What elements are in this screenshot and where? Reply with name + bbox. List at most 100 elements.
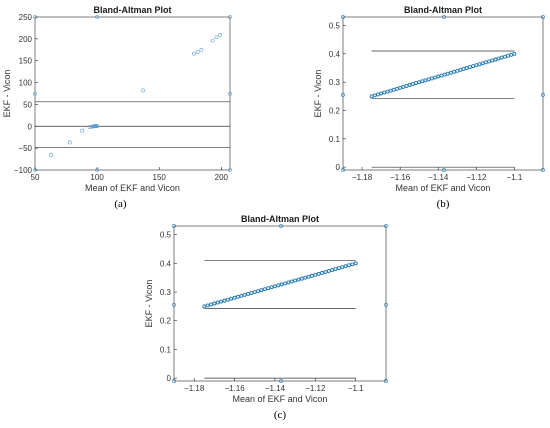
y-tick-label: 0.5 — [329, 22, 341, 31]
edge-marker — [33, 168, 37, 172]
edge-marker — [384, 379, 388, 383]
chart-title: Bland-Altman Plot — [241, 214, 319, 224]
data-point — [195, 50, 200, 54]
data-point — [286, 280, 291, 285]
chart-title: Bland-Altman Plot — [94, 5, 172, 15]
data-point — [474, 63, 479, 68]
data-point — [439, 73, 444, 78]
data-point — [310, 273, 314, 278]
data-point — [279, 282, 284, 287]
data-point — [333, 267, 338, 272]
data-point — [375, 92, 380, 97]
chart-panel-2: Bland-Altman Plot 0 0.1 0.2 0.3 0.4 0.5 −1.18 −1… — [313, 5, 545, 210]
data-point — [512, 51, 517, 56]
data-point — [87, 125, 92, 130]
edge-marker — [172, 224, 176, 228]
data-point — [209, 302, 213, 307]
panel-caption: (a) — [114, 198, 127, 210]
data-point — [350, 262, 355, 267]
plot-frame — [34, 16, 231, 171]
x-tick-label: 150 — [153, 173, 167, 182]
data-point — [455, 68, 460, 73]
data-point — [259, 288, 264, 293]
data-point — [483, 60, 488, 65]
data-point — [487, 59, 491, 64]
data-point — [273, 284, 277, 289]
y-tick-label: 0.1 — [160, 345, 172, 354]
data-point — [423, 78, 428, 83]
data-point — [471, 64, 476, 69]
chart-panel-3: Bland-Altman Plot 0 0.1 0.2 0.3 0.4 0.5 −1.18 −1… — [144, 214, 388, 421]
data-point — [468, 65, 472, 70]
data-point — [232, 295, 237, 300]
data-point — [67, 140, 72, 145]
y-tick-label: 100 — [19, 79, 33, 88]
data-point — [388, 88, 393, 93]
data-point — [215, 300, 220, 305]
data-point — [256, 289, 261, 294]
y-tick-label: 0.4 — [160, 259, 172, 268]
x-tick-label: 100 — [90, 173, 104, 182]
data-point — [262, 287, 267, 292]
x-tick-label: 50 — [31, 173, 40, 182]
data-point — [379, 91, 384, 96]
data-point — [326, 269, 331, 273]
y-tick-label: 0.2 — [329, 107, 341, 116]
y-axis-label: EKF - Vicon — [144, 280, 154, 328]
y-tick-label: 0.2 — [160, 317, 172, 326]
data-point — [95, 124, 100, 129]
edge-marker — [279, 224, 283, 228]
data-point — [80, 128, 85, 133]
edge-marker — [341, 93, 345, 97]
x-axis-label: Mean of EKF and Vicon — [85, 183, 180, 193]
x-axis-label: Mean of EKF and Vicon — [396, 183, 491, 193]
edge-marker — [341, 15, 345, 19]
edge-marker — [172, 379, 176, 383]
data-point — [353, 261, 358, 266]
data-point — [202, 304, 207, 309]
edge-marker — [228, 168, 232, 172]
y-tick-label: 0.4 — [329, 50, 341, 59]
data-point — [330, 268, 335, 272]
y-tick-label: −100 — [14, 166, 33, 175]
data-point — [477, 62, 482, 67]
edge-marker — [541, 168, 545, 172]
y-tick-label: 0.3 — [329, 78, 341, 87]
data-point — [269, 285, 274, 290]
x-tick-label: −1.1 — [348, 384, 364, 393]
data-point — [296, 277, 301, 282]
x-tick-label: 200 — [215, 173, 229, 182]
y-tick-label: 0 — [28, 122, 33, 131]
panel-caption: (b) — [437, 198, 450, 210]
plot-frame — [342, 16, 544, 171]
y-tick-label: 0.5 — [160, 231, 172, 240]
data-point — [266, 286, 271, 291]
data-point — [382, 90, 387, 95]
data-point — [417, 80, 422, 85]
x-tick-label: −1.12 — [305, 384, 326, 393]
data-point — [239, 293, 244, 298]
data-point — [199, 47, 204, 52]
edge-marker — [442, 168, 446, 172]
data-point — [401, 84, 406, 89]
data-point — [385, 89, 390, 94]
data-point — [320, 270, 325, 275]
data-point — [407, 83, 412, 87]
data-point — [336, 266, 341, 271]
edge-marker — [33, 92, 37, 96]
y-tick-label: 150 — [19, 57, 33, 66]
data-point — [229, 296, 234, 301]
data-point — [429, 76, 434, 81]
y-tick-label: 250 — [19, 13, 33, 22]
data-point — [502, 54, 507, 59]
data-point — [242, 292, 247, 297]
data-point — [404, 83, 409, 88]
edge-marker — [341, 168, 345, 172]
data-point — [398, 85, 403, 90]
x-tick-label: −1.1 — [507, 173, 523, 182]
data-point — [192, 51, 196, 56]
data-point — [426, 77, 431, 82]
data-point — [222, 298, 227, 303]
data-point — [480, 61, 485, 66]
data-point — [313, 272, 318, 277]
